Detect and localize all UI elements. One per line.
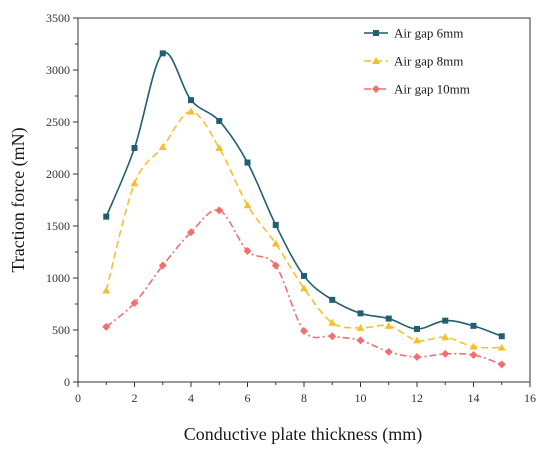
series-3 xyxy=(102,206,506,369)
y-tick-label: 2000 xyxy=(46,167,70,181)
data-point xyxy=(215,206,224,215)
data-point xyxy=(413,353,421,362)
x-tick-label: 4 xyxy=(188,391,194,405)
data-point xyxy=(130,179,139,187)
legend-label: Air gap 10mm xyxy=(394,82,470,97)
y-tick-label: 3000 xyxy=(46,63,70,77)
legend-swatch-marker xyxy=(373,30,379,36)
data-point xyxy=(356,336,365,345)
series-2 xyxy=(102,107,506,351)
data-point xyxy=(130,298,139,307)
data-point xyxy=(187,228,195,237)
data-point xyxy=(102,322,111,331)
data-point xyxy=(271,261,280,270)
data-point xyxy=(187,107,195,115)
x-tick-label: 2 xyxy=(132,391,138,405)
x-tick-label: 0 xyxy=(75,391,81,405)
data-point xyxy=(271,239,280,247)
data-point xyxy=(469,342,478,350)
data-point xyxy=(469,350,478,359)
y-tick-label: 0 xyxy=(64,375,70,389)
data-point xyxy=(384,321,393,329)
y-tick-label: 1500 xyxy=(46,219,70,233)
x-tick-label: 16 xyxy=(524,391,536,405)
data-point xyxy=(498,333,505,340)
y-tick-label: 1000 xyxy=(46,271,70,285)
data-point xyxy=(272,221,279,228)
data-point xyxy=(243,201,252,209)
data-point xyxy=(329,296,336,303)
x-tick-label: 14 xyxy=(468,391,480,405)
data-point xyxy=(244,159,251,166)
data-point xyxy=(442,317,449,324)
legend-item: Air gap 8mm xyxy=(364,54,463,69)
data-point xyxy=(384,347,393,356)
data-point xyxy=(497,360,506,369)
series-line xyxy=(105,110,502,349)
legend: Air gap 6mm Air gap 8mm Air gap 10mm xyxy=(364,26,470,97)
legend-swatch-marker xyxy=(372,85,380,93)
legend-swatch-marker xyxy=(372,57,380,64)
data-point xyxy=(158,142,167,150)
x-tick-label: 8 xyxy=(301,391,307,405)
y-axis-title: Traction force (mN) xyxy=(8,127,29,272)
data-point xyxy=(497,343,506,351)
data-point xyxy=(470,322,477,329)
data-point xyxy=(243,246,252,255)
legend-item: Air gap 6mm xyxy=(364,26,463,41)
y-tick-label: 500 xyxy=(52,323,70,337)
data-point xyxy=(328,318,337,326)
x-tick-label: 10 xyxy=(355,391,367,405)
data-point xyxy=(216,117,223,124)
data-point xyxy=(414,325,420,332)
data-point xyxy=(441,349,450,358)
data-point xyxy=(159,50,166,57)
legend-item: Air gap 10mm xyxy=(364,82,470,97)
legend-label: Air gap 8mm xyxy=(394,54,463,69)
x-tick-label: 6 xyxy=(245,391,251,405)
data-point xyxy=(357,310,364,317)
data-point xyxy=(441,333,450,341)
data-point xyxy=(413,336,421,344)
data-point xyxy=(328,332,337,341)
x-tick-label: 12 xyxy=(411,391,423,405)
data-point xyxy=(215,144,224,151)
y-tick-label: 3500 xyxy=(46,11,70,25)
data-point xyxy=(188,97,194,104)
data-point xyxy=(103,213,110,220)
data-point xyxy=(385,315,392,322)
data-point xyxy=(300,327,308,336)
legend-label: Air gap 6mm xyxy=(394,26,463,41)
data-point xyxy=(356,323,365,331)
series-1 xyxy=(103,50,505,340)
plot-area xyxy=(102,50,506,369)
data-point xyxy=(131,145,138,151)
axes: 0 2 4 6 8 10 12 14 16 0 500 1000 1500 2000 2500 3000 350… xyxy=(46,11,536,405)
data-point xyxy=(301,272,307,279)
data-point xyxy=(300,284,308,292)
data-point xyxy=(102,286,111,294)
y-tick-label: 2500 xyxy=(46,115,70,129)
x-axis-title: Conductive plate thickness (mm) xyxy=(184,424,422,445)
data-point xyxy=(158,261,167,270)
